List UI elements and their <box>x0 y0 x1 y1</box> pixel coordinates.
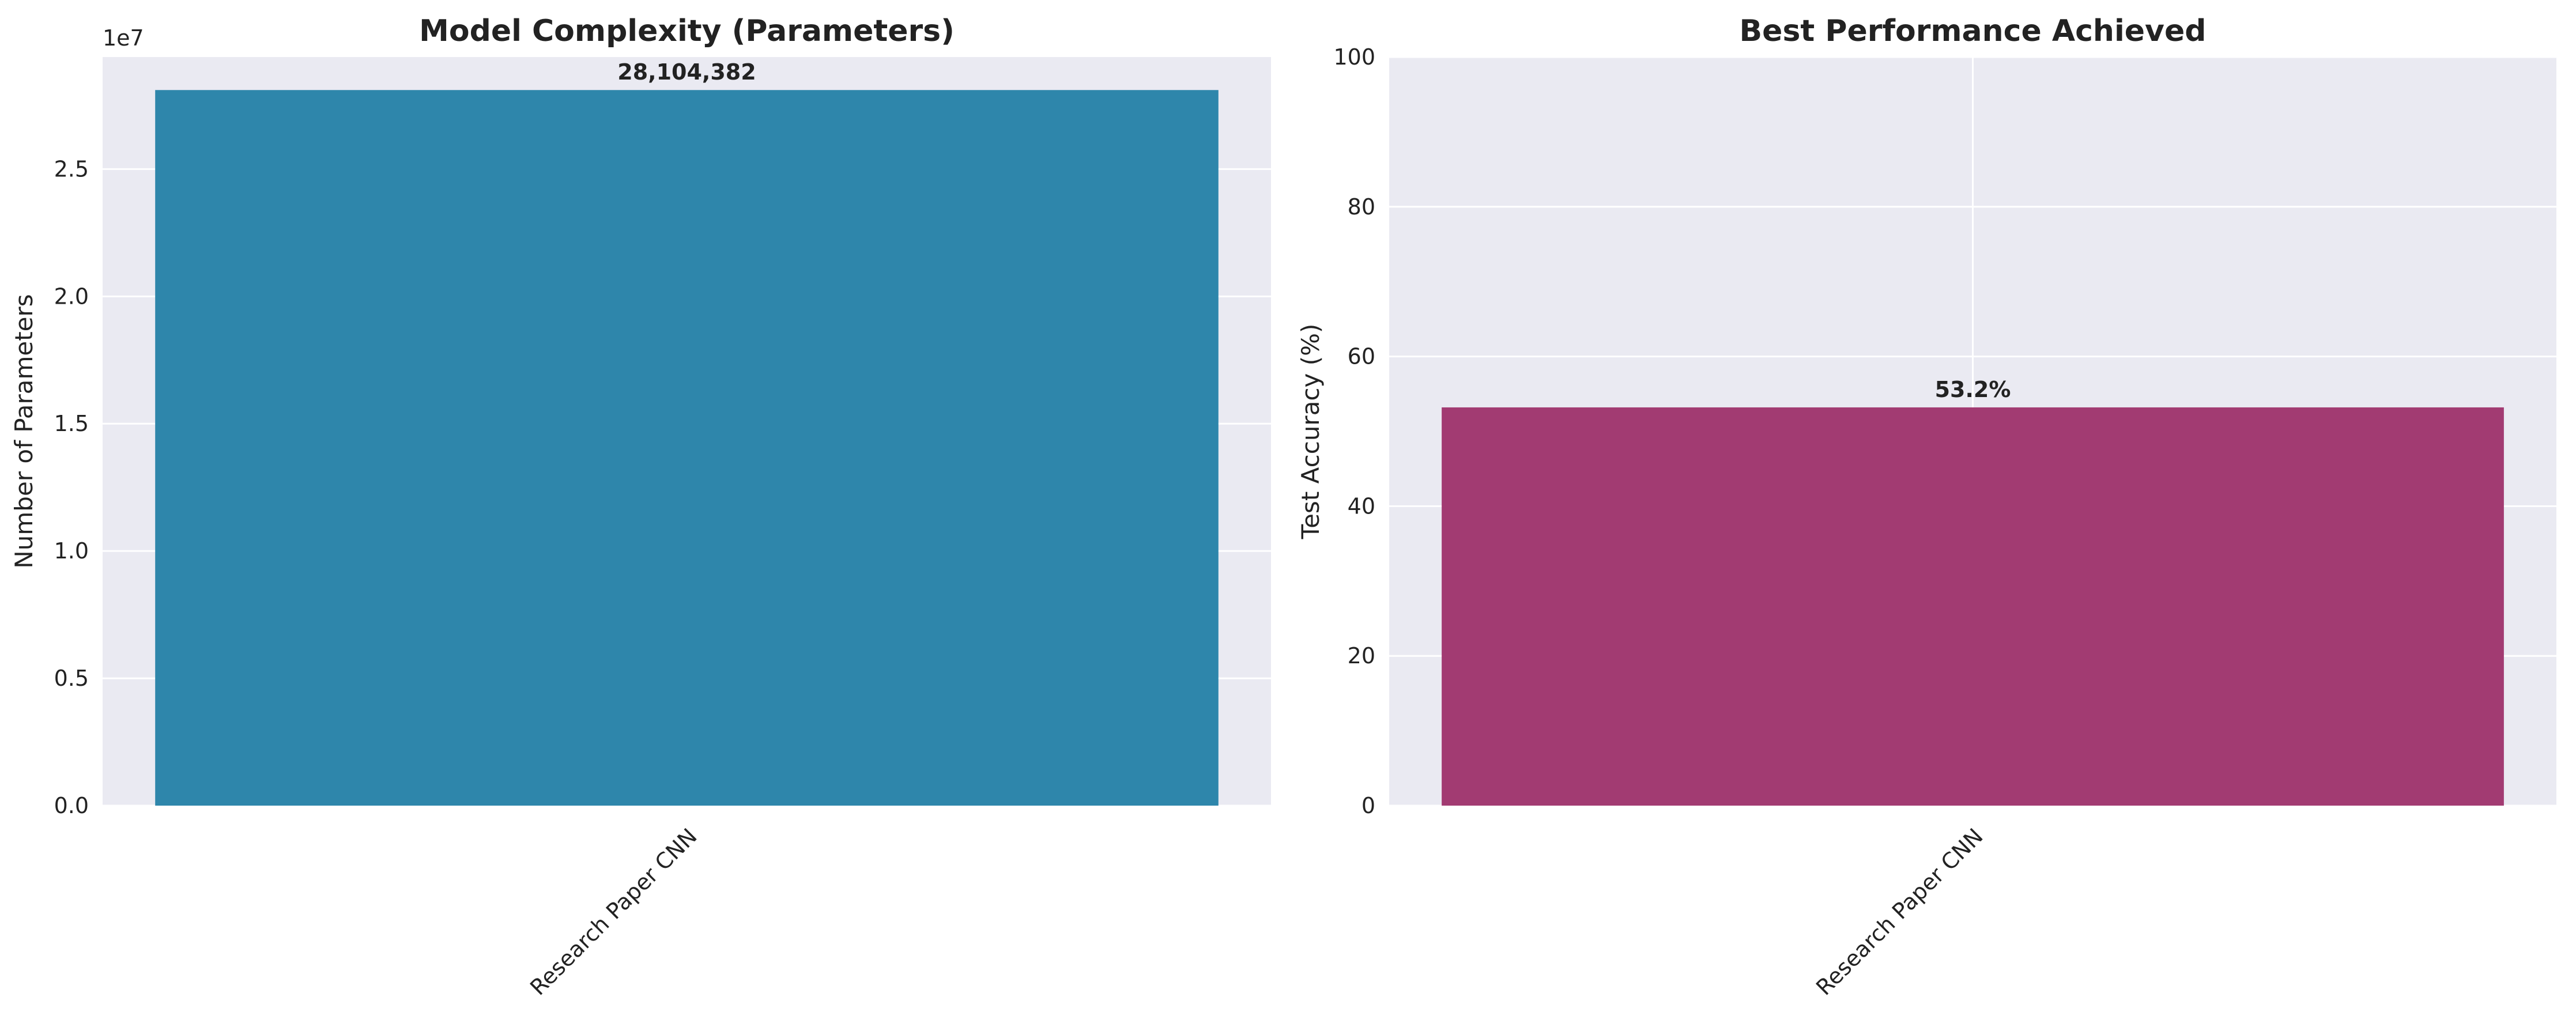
y-tick-label: 60 <box>1348 344 1375 369</box>
bar-value-label: 28,104,382 <box>617 59 756 85</box>
y-tick-label: 0.0 <box>54 793 89 818</box>
y-axis-label: Test Accuracy (%) <box>1296 324 1325 540</box>
chart-title: Model Complexity (Parameters) <box>419 14 955 48</box>
panel-accuracy: 53.2% 0 20 40 60 80 100 Research Paper CNN Be… <box>1296 14 2556 1000</box>
y-tick-label: 100 <box>1333 44 1375 70</box>
bars: 53.2% <box>1442 377 2504 806</box>
y-axis-offset-label: 1e7 <box>103 25 144 51</box>
y-tick-label: 1.5 <box>54 411 89 436</box>
y-axis-label: Number of Parameters <box>10 294 38 568</box>
y-tick-label: 20 <box>1348 643 1375 668</box>
bar <box>155 90 1219 806</box>
x-tick-label: Research Paper CNN <box>1811 823 1988 1000</box>
x-tick-label: Research Paper CNN <box>525 823 702 1000</box>
y-tick-labels: 0 20 40 60 80 100 <box>1333 44 1375 818</box>
bar <box>1442 407 2504 806</box>
chart-title: Best Performance Achieved <box>1740 14 2207 48</box>
bars: 28,104,382 <box>155 59 1219 806</box>
y-tick-label: 2.5 <box>54 156 89 182</box>
y-tick-label: 80 <box>1348 194 1375 220</box>
y-tick-labels: 0.0 0.5 1.0 1.5 2.0 2.5 <box>54 156 89 818</box>
y-tick-label: 0 <box>1361 793 1375 818</box>
panel-parameters: 28,104,382 0.0 0.5 1.0 1.5 2.0 2.5 Research P… <box>10 14 1271 1000</box>
y-tick-label: 40 <box>1348 493 1375 519</box>
x-tick-labels: Research Paper CNN <box>1811 823 1988 1000</box>
x-tick-labels: Research Paper CNN <box>525 823 702 1000</box>
y-tick-label: 2.0 <box>54 284 89 309</box>
bar-value-label: 53.2% <box>1935 377 2011 402</box>
y-tick-label: 0.5 <box>54 666 89 691</box>
y-tick-label: 1.0 <box>54 538 89 564</box>
